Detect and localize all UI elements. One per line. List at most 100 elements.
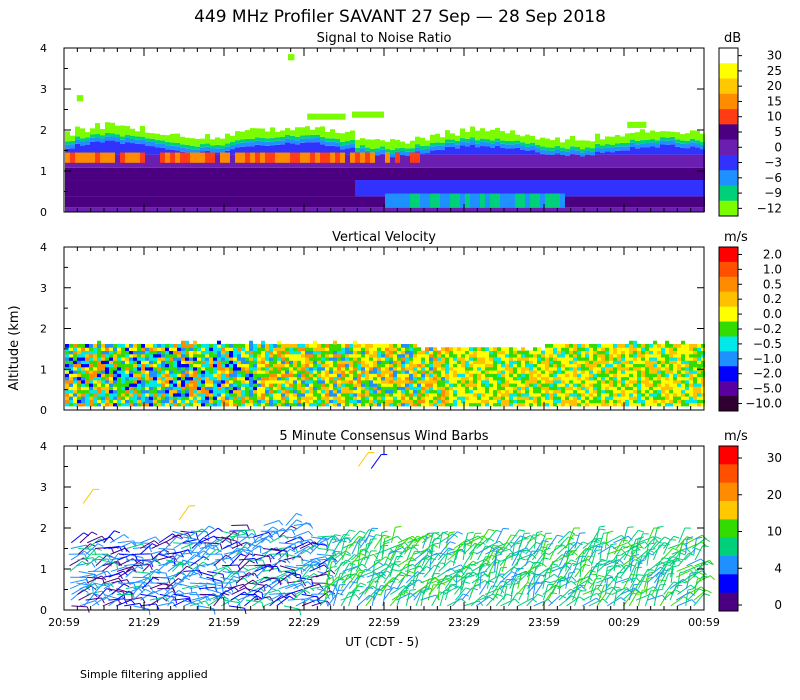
- velocity-cell: [377, 373, 381, 378]
- velocity-cell: [205, 373, 209, 378]
- velocity-cell: [373, 363, 377, 368]
- velocity-cell: [225, 366, 229, 371]
- snr-cell: [275, 144, 280, 155]
- velocity-cell: [437, 350, 441, 355]
- velocity-cell: [285, 366, 289, 371]
- snr-cell: [505, 193, 510, 208]
- snr-cell: [550, 150, 555, 155]
- velocity-cell: [201, 402, 205, 407]
- velocity-cell: [129, 353, 133, 358]
- velocity-cell: [141, 376, 145, 381]
- velocity-cell: [97, 376, 101, 381]
- velocity-cell: [661, 392, 665, 397]
- velocity-cell: [649, 360, 653, 365]
- velocity-cell: [641, 350, 645, 355]
- velocity-cell: [477, 366, 481, 371]
- velocity-cell: [517, 366, 521, 371]
- velocity-cell: [673, 389, 677, 394]
- snr-cell: [185, 167, 190, 181]
- velocity-cell: [677, 347, 681, 352]
- velocity-cell: [485, 402, 489, 407]
- snr-cell: [140, 152, 145, 163]
- velocity-cell: [585, 386, 589, 391]
- velocity-cell: [117, 383, 121, 387]
- velocity-cell: [313, 370, 317, 374]
- velocity-cell: [189, 389, 193, 394]
- velocity-cell: [501, 386, 505, 391]
- velocity-cell: [309, 357, 313, 361]
- velocity-cell: [281, 389, 285, 394]
- snr-cell: [665, 167, 670, 181]
- velocity-cell: [581, 353, 585, 358]
- velocity-cell: [265, 376, 269, 381]
- velocity-cell: [437, 379, 441, 384]
- velocity-cell: [425, 360, 429, 365]
- snr-cell: [510, 193, 515, 208]
- snr-cell: [475, 154, 480, 168]
- snr-cell: [335, 152, 340, 163]
- velocity-cell: [509, 350, 513, 355]
- velocity-cell: [161, 389, 165, 394]
- colorbar-swatch: [719, 247, 738, 263]
- velocity-cell: [617, 396, 621, 400]
- velocity-cell: [253, 357, 257, 361]
- velocity-cell: [453, 383, 457, 387]
- velocity-cell: [621, 353, 625, 358]
- velocity-cell: [661, 357, 665, 361]
- velocity-cell: [161, 350, 165, 355]
- snr-cell: [360, 196, 365, 208]
- velocity-cell: [217, 373, 221, 378]
- velocity-cell: [85, 402, 89, 407]
- snr-cell: [400, 150, 405, 156]
- velocity-cell: [301, 402, 305, 407]
- velocity-cell: [445, 373, 449, 378]
- velocity-cell: [549, 373, 553, 378]
- snr-cell: [85, 137, 90, 141]
- velocity-cell: [129, 357, 133, 361]
- velocity-cell: [537, 399, 541, 404]
- snr-cell: [250, 196, 255, 208]
- snr-cell: [540, 207, 545, 212]
- velocity-cell: [677, 363, 681, 368]
- velocity-cell: [325, 363, 329, 368]
- snr-cell: [505, 167, 510, 181]
- snr-cell: [615, 180, 620, 197]
- snr-cell: [480, 180, 485, 197]
- velocity-cell: [197, 402, 201, 407]
- velocity-cell: [597, 347, 601, 352]
- velocity-cell: [181, 360, 185, 365]
- wind-barb-flag: [97, 543, 104, 547]
- snr-cell: [465, 154, 470, 168]
- snr-cell: [370, 207, 375, 212]
- wind-barb: [167, 593, 179, 607]
- velocity-cell: [373, 347, 377, 352]
- velocity-cell: [445, 383, 449, 387]
- velocity-cell: [645, 363, 649, 368]
- snr-cell: [250, 128, 255, 139]
- velocity-cell: [669, 399, 673, 404]
- velocity-cell: [409, 370, 413, 374]
- velocity-cell: [349, 370, 353, 374]
- velocity-cell: [549, 396, 553, 400]
- velocity-cell: [377, 350, 381, 355]
- snr-cell: [515, 180, 520, 197]
- snr-cell: [535, 144, 540, 149]
- velocity-cell: [405, 360, 409, 365]
- snr-cell: [690, 146, 695, 155]
- velocity-cell: [689, 366, 693, 371]
- velocity-cell: [233, 353, 237, 358]
- velocity-cell: [69, 357, 73, 361]
- velocity-cell: [233, 376, 237, 381]
- velocity-cell: [185, 386, 189, 391]
- velocity-cell: [229, 389, 233, 394]
- velocity-cell: [73, 396, 77, 400]
- velocity-cell: [617, 366, 621, 371]
- velocity-cell: [297, 376, 301, 381]
- velocity-cell: [401, 347, 405, 352]
- snr-cell: [145, 138, 150, 142]
- velocity-cell: [357, 347, 361, 352]
- velocity-cell: [457, 383, 461, 387]
- velocity-cell: [621, 389, 625, 394]
- velocity-cell: [317, 383, 321, 387]
- velocity-cell: [641, 343, 645, 348]
